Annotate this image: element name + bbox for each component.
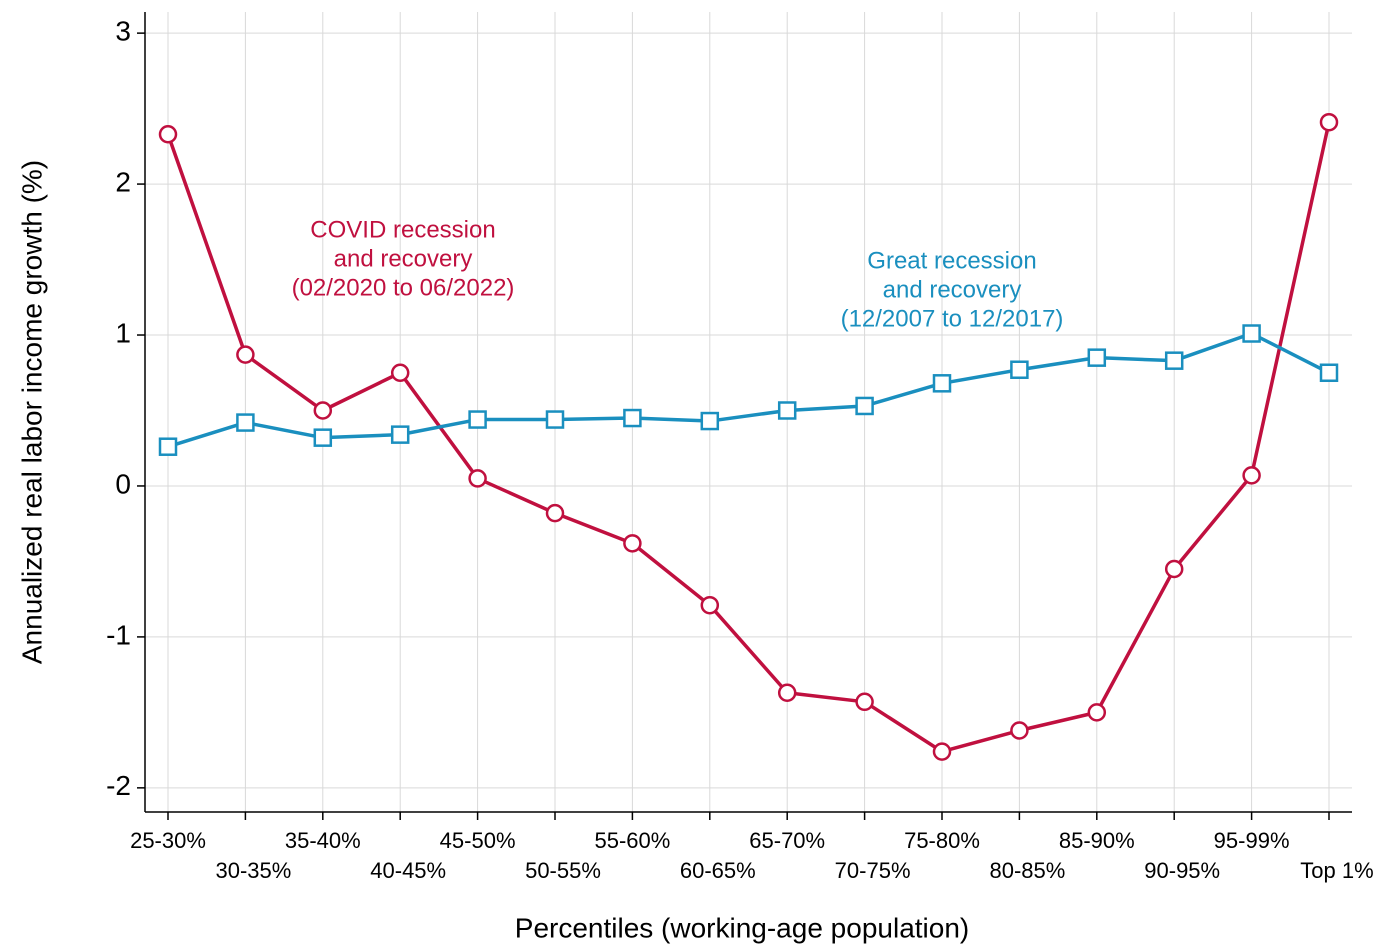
annotation: and recovery (334, 245, 473, 272)
y-tick-label: -1 (106, 619, 131, 650)
annotation: (02/2020 to 06/2022) (292, 274, 515, 301)
y-tick-label: 2 (115, 166, 131, 197)
x-tick-label: 35-40% (285, 828, 361, 853)
marker (1164, 559, 1184, 579)
x-tick-label: 55-60% (594, 828, 670, 853)
x-tick-label: 95-99% (1214, 828, 1290, 853)
marker (1242, 324, 1261, 343)
marker (700, 595, 720, 615)
marker (1164, 351, 1184, 370)
marker (158, 437, 178, 456)
marker (545, 503, 565, 523)
marker (777, 683, 797, 703)
marker (390, 425, 410, 444)
y-tick-label: 1 (115, 317, 131, 348)
marker (855, 692, 874, 712)
marker (313, 428, 333, 447)
x-tick-label: 60-65% (680, 858, 756, 883)
marker (1242, 466, 1261, 485)
y-tick-label: -2 (106, 770, 131, 801)
annotation: Great recession (867, 247, 1036, 274)
marker (468, 410, 487, 429)
series-line (167, 331, 1330, 449)
x-tick-label: Top 1% (1300, 858, 1373, 883)
marker (700, 411, 720, 431)
marker (932, 742, 952, 761)
x-tick-label: 30-35% (215, 858, 291, 883)
marker (1010, 360, 1029, 379)
annotation: COVID recession (310, 216, 495, 243)
annotation: (12/2007 to 12/2017) (841, 305, 1064, 332)
marker (623, 534, 642, 553)
marker (855, 396, 874, 416)
x-tick-label: 25-30% (130, 828, 206, 853)
marker (1319, 112, 1339, 132)
marker (545, 410, 565, 429)
marker (468, 469, 487, 488)
annotation: and recovery (883, 276, 1022, 303)
x-tick-label: 90-95% (1144, 858, 1220, 883)
x-tick-label: 80-85% (989, 858, 1065, 883)
marker (1087, 703, 1107, 722)
x-tick-label: 40-45% (370, 858, 446, 883)
marker (1010, 721, 1029, 740)
marker (932, 374, 952, 393)
marker (313, 401, 333, 420)
y-tick-label: 3 (115, 16, 131, 47)
marker (1087, 348, 1107, 367)
x-tick-label: 45-50% (440, 828, 516, 853)
marker (390, 363, 410, 383)
x-tick-label: 50-55% (525, 858, 601, 883)
y-tick-label: 0 (115, 468, 131, 499)
marker (1319, 363, 1339, 383)
x-tick-label: 70-75% (835, 858, 911, 883)
marker (236, 345, 255, 364)
marker (158, 125, 178, 144)
x-tick-label: 85-90% (1059, 828, 1135, 853)
marker (236, 413, 255, 432)
x-axis-title: Percentiles (working-age population) (515, 912, 969, 943)
marker (623, 408, 642, 428)
series-line (166, 121, 1331, 754)
x-tick-label: 65-70% (749, 828, 825, 853)
x-tick-label: 75-80% (904, 828, 980, 853)
marker (777, 401, 797, 420)
y-axis-title: Annualized real labor income growth (%) (16, 160, 47, 664)
